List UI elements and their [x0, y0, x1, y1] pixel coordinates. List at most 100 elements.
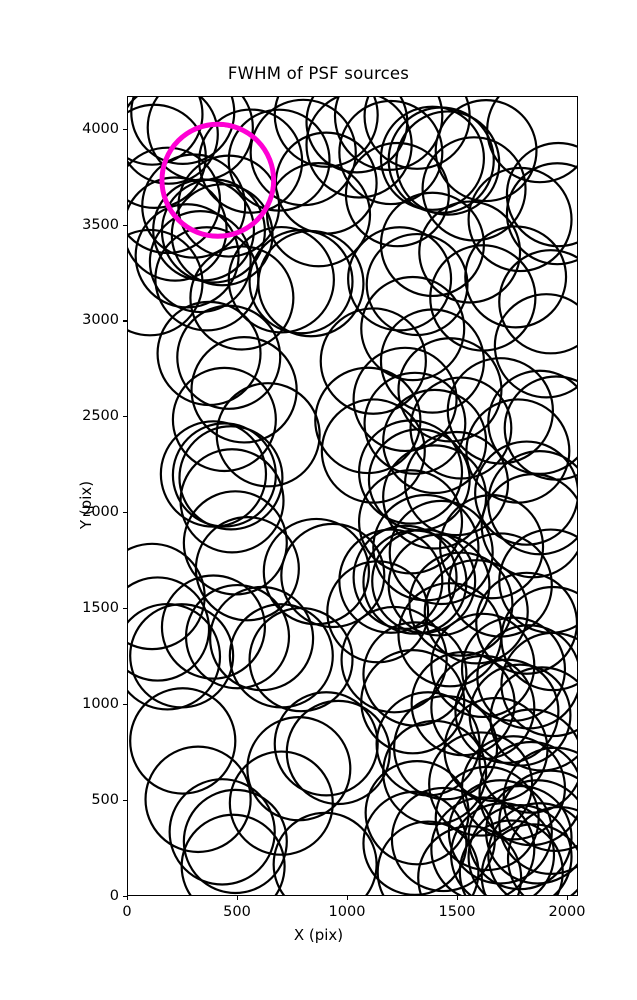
psf-source-circle [467, 166, 573, 273]
psf-source-circle [144, 745, 252, 854]
psf-source-circle [474, 440, 577, 546]
psf-source-circle [393, 694, 499, 801]
x-tick-mark [237, 896, 239, 900]
psf-source-circle [176, 304, 282, 410]
x-tick-mark [127, 896, 129, 900]
psf-source-circle [265, 162, 372, 268]
psf-source-circle [347, 226, 453, 332]
psf-source-circle [387, 533, 491, 637]
psf-source-circle [360, 649, 466, 755]
y-tick-label: 1000 [82, 696, 119, 713]
x-axis-label: X (pix) [293, 926, 344, 944]
psf-source-circle [434, 99, 538, 203]
psf-source-circle [215, 382, 321, 488]
psf-source-circle [430, 796, 536, 895]
psf-source-circle [180, 813, 286, 895]
psf-source-circle [248, 228, 354, 335]
psf-source-circle [177, 154, 281, 258]
x-tick-label: 0 [122, 904, 132, 920]
scatter-plot[interactable] [128, 97, 577, 895]
psf-source-circle [128, 176, 228, 282]
psf-source-circle [395, 110, 501, 216]
psf-source-circle [189, 245, 295, 351]
psf-source-circle [160, 574, 266, 680]
psf-source-circle [476, 624, 577, 730]
psf-source-circle [248, 606, 354, 713]
psf-source-circle [430, 612, 536, 719]
psf-source-circle [418, 200, 522, 304]
psf-source-circle [338, 528, 444, 634]
psf-source-circle [141, 153, 247, 259]
psf-source-circle [421, 136, 527, 242]
psf-source-circle [168, 778, 276, 886]
psf-source-circle [274, 131, 378, 235]
psf-source-circle [320, 398, 426, 504]
psf-source-circle [209, 585, 315, 692]
psf-source-circle [493, 293, 577, 399]
psf-source-circle [446, 357, 555, 465]
psf-source-circle [390, 786, 496, 893]
psf-source-circle [148, 210, 252, 314]
psf-source-circle [338, 99, 444, 206]
psf-source-circle [417, 825, 523, 895]
psf-source-circle [379, 308, 486, 414]
psf-source-circle [430, 654, 536, 761]
psf-source-circle [128, 228, 204, 337]
psf-source-circle [360, 275, 466, 382]
psf-source-circle [388, 499, 494, 606]
psf-source-circle [280, 522, 386, 629]
psf-source-circle [403, 430, 510, 537]
y-axis-label: Y (pix) [77, 480, 95, 530]
plot-axes[interactable] [127, 96, 578, 896]
psf-source-circle [480, 473, 577, 579]
psf-source-circle [397, 337, 503, 443]
psf-source-circle [190, 336, 298, 444]
psf-source-circle [228, 603, 334, 709]
highlighted-psf-source-circle [159, 121, 277, 239]
psf-source-circle [129, 687, 237, 795]
psf-source-circle [362, 790, 468, 895]
psf-source-circle [447, 779, 553, 885]
psf-source-circle [428, 731, 534, 837]
psf-source-circle [246, 716, 352, 822]
psf-source-circle [364, 760, 470, 866]
psf-source-circle [273, 691, 379, 797]
psf-source-circle [128, 576, 211, 682]
psf-source-circle [129, 603, 235, 709]
psf-source-circle [272, 811, 378, 895]
psf-source-circle [379, 105, 486, 211]
psf-source-circle [257, 229, 365, 338]
x-tick-label: 1500 [438, 904, 476, 920]
psf-source-circle [171, 366, 277, 473]
psf-source-circle [423, 559, 529, 665]
psf-source-circle [464, 225, 568, 329]
psf-source-circle [319, 307, 427, 415]
y-tick-label: 4000 [82, 120, 119, 137]
psf-source-circle [382, 444, 488, 550]
psf-source-circle [182, 788, 288, 895]
x-tick-label: 500 [223, 904, 251, 920]
x-tick-mark [457, 896, 459, 900]
x-tick-label: 1000 [328, 904, 366, 920]
psf-source-circle [178, 425, 284, 531]
psf-source-circle [128, 97, 219, 185]
psf-source-circle [505, 162, 577, 266]
psf-source-circle [387, 106, 495, 214]
y-tick-label: 3000 [82, 312, 119, 329]
psf-source-circle [498, 528, 577, 634]
psf-source-circle [128, 97, 204, 166]
psf-source-circle [376, 820, 480, 895]
psf-source-circle [159, 420, 268, 528]
psf-source-circle [184, 583, 291, 690]
psf-source-circle [340, 605, 448, 714]
psf-source-circle [363, 371, 467, 475]
psf-source-circle [465, 398, 571, 504]
x-tick-mark [347, 896, 349, 900]
psf-source-circle [326, 560, 430, 664]
page-title: FWHM of PSF sources [227, 64, 410, 83]
psf-source-circle [506, 805, 577, 895]
psf-source-circle [487, 450, 577, 556]
psf-source-circle [498, 249, 577, 355]
y-tick-label: 0 [109, 888, 119, 904]
